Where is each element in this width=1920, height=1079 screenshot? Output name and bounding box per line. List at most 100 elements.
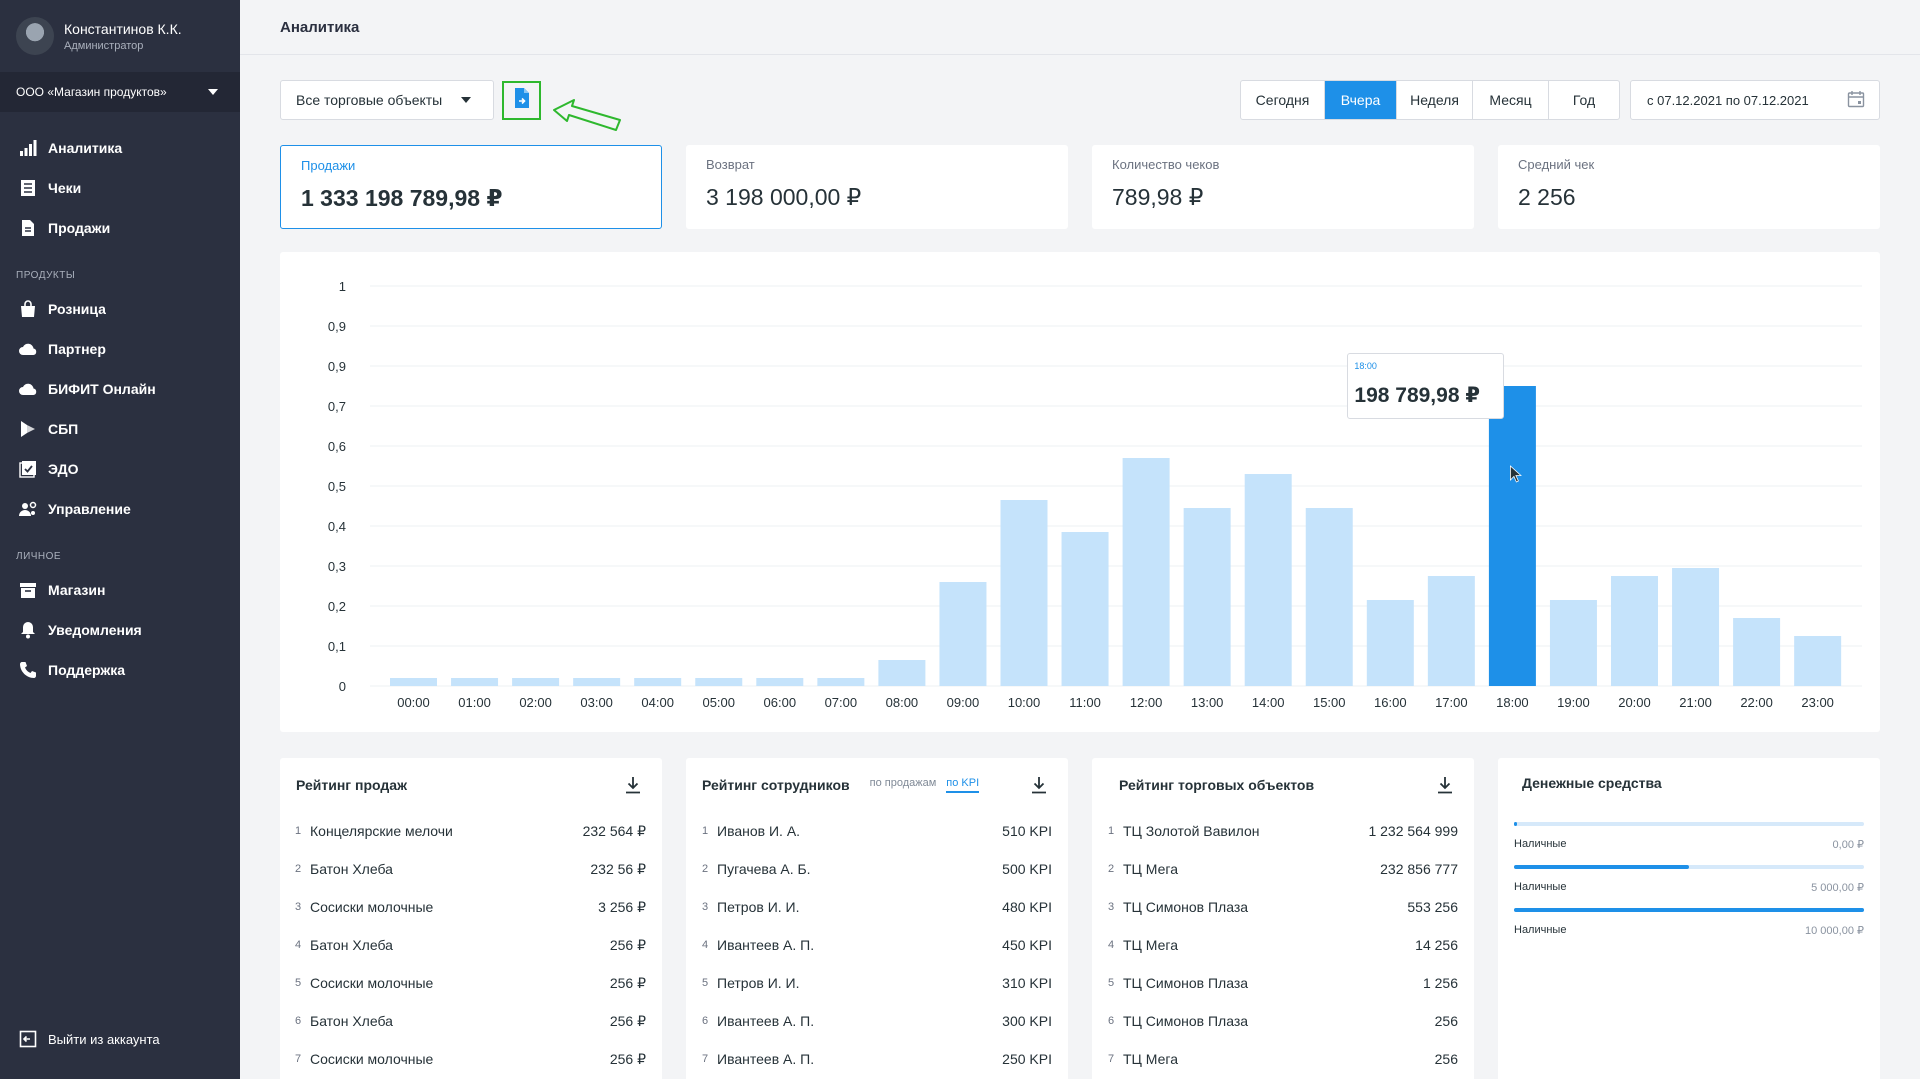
bar-14:00[interactable]	[1244, 474, 1292, 686]
period-button-2[interactable]: Неделя	[1397, 81, 1473, 119]
table-row[interactable]: 4 Батон Хлеба 256 ₽	[280, 926, 662, 964]
logout-button[interactable]: Выйти из аккаунта	[0, 1019, 160, 1059]
chart-tooltip: 18:00 198 789,98 ₽	[1347, 353, 1505, 419]
object-name: ТЦ Мега	[1123, 1051, 1178, 1067]
sales-rank: 4	[295, 939, 302, 951]
bar-13:00[interactable]	[1183, 508, 1231, 686]
sidebar-item-products-0[interactable]: Розница	[0, 289, 240, 329]
staff-name: Петров И. И.	[717, 899, 800, 915]
download-icon[interactable]	[1434, 774, 1456, 796]
table-row[interactable]: 1 Иванов И. А. 510 KPI	[686, 812, 1068, 850]
table-row[interactable]: 3 Петров И. И. 480 KPI	[686, 888, 1068, 926]
bar-22:00[interactable]	[1733, 618, 1781, 686]
table-row[interactable]: 2 Батон Хлеба 232 56 ₽	[280, 850, 662, 888]
bar-04:00[interactable]	[634, 678, 682, 686]
table-row[interactable]: 3 ТЦ Симонов Плаза 553 256	[1092, 888, 1474, 926]
money-progress-bar	[1514, 822, 1864, 826]
download-icon[interactable]	[622, 774, 644, 796]
table-row[interactable]: 2 ТЦ Мега 232 856 777	[1092, 850, 1474, 888]
bar-21:00[interactable]	[1672, 568, 1720, 686]
period-button-1[interactable]: Вчера	[1325, 81, 1397, 119]
bar-06:00[interactable]	[756, 678, 804, 686]
sidebar-item-personal-0[interactable]: Магазин	[0, 570, 240, 610]
period-button-0[interactable]: Сегодня	[1241, 81, 1325, 119]
table-row[interactable]: 6 Батон Хлеба 256 ₽	[280, 1002, 662, 1040]
bar-02:00[interactable]	[512, 678, 560, 686]
period-button-4[interactable]: Год	[1572, 92, 1596, 108]
table-row[interactable]: 5 Петров И. И. 310 KPI	[686, 964, 1068, 1002]
sidebar-item-personal-1[interactable]: Уведомления	[0, 610, 240, 650]
bar-17:00[interactable]	[1427, 576, 1475, 686]
sidebar-item-main-2[interactable]: Продажи	[0, 208, 240, 248]
kpi-card-2[interactable]: Количество чеков 789,98 ₽	[1092, 145, 1474, 229]
sidebar-item-products-4[interactable]: ЭДО	[0, 449, 240, 489]
company-selector[interactable]: ООО «Магазин продуктов»	[0, 72, 240, 112]
bar-05:00[interactable]	[695, 678, 743, 686]
export-button[interactable]	[502, 81, 541, 120]
staff-name: Иванов И. А.	[717, 823, 801, 839]
table-row[interactable]: 4 ТЦ Мега 14 256	[1092, 926, 1474, 964]
sidebar-item-personal-2[interactable]: Поддержка	[0, 650, 240, 690]
sidebar-item-products-3[interactable]: СБП	[0, 409, 240, 449]
bar-03:00[interactable]	[573, 678, 621, 686]
staff-switch-0[interactable]: по продажам	[869, 777, 937, 789]
sales-name: Сосиски молочные	[310, 899, 434, 915]
download-icon[interactable]	[1028, 774, 1050, 796]
bar-10:00[interactable]	[1000, 500, 1048, 686]
x-tick-label: 06:00	[764, 695, 797, 710]
bar-15:00[interactable]	[1305, 508, 1353, 686]
sales-name: Сосиски молочные	[310, 1051, 434, 1067]
table-row[interactable]: 4 Ивантеев А. П. 450 KPI	[686, 926, 1068, 964]
kpi-card-0[interactable]: Продажи 1 333 198 789,98 ₽	[280, 145, 662, 229]
objects-select-value: Все торговые объекты	[296, 92, 443, 108]
sidebar-item-products-1[interactable]: Партнер	[0, 329, 240, 369]
bar-08:00[interactable]	[878, 660, 926, 686]
company-name: ООО «Магазин продуктов»	[16, 85, 167, 99]
table-row[interactable]: 5 Сосиски молочные 256 ₽	[280, 964, 662, 1002]
sidebar-item-label: СБП	[48, 421, 79, 437]
table-row[interactable]: 1 Концелярские мелочи 232 564 ₽	[280, 812, 662, 850]
table-row[interactable]: 7 ТЦ Мега 256	[1092, 1040, 1474, 1078]
y-tick-label: 0,2	[328, 599, 346, 614]
object-value: 256	[1434, 1051, 1458, 1067]
objects-select[interactable]: Все торговые объекты	[280, 80, 494, 120]
sales-rank: 2	[295, 863, 302, 875]
avatar	[16, 17, 54, 55]
table-row[interactable]: 5 ТЦ Симонов Плаза 1 256	[1092, 964, 1474, 1002]
table-row[interactable]: 6 Ивантеев А. П. 300 KPI	[686, 1002, 1068, 1040]
sidebar-item-main-0[interactable]: Аналитика	[0, 128, 240, 168]
edo-icon	[18, 459, 38, 479]
period-button-3[interactable]: Месяц	[1473, 81, 1549, 119]
sales-rating-panel: Рейтинг продаж 1 Концелярские мелочи 232 5…	[280, 758, 662, 1079]
staff-switch-1[interactable]: по KPI	[946, 777, 980, 793]
bar-12:00[interactable]	[1122, 458, 1170, 686]
table-row[interactable]: 7 Ивантеев А. П. 250 KPI	[686, 1040, 1068, 1078]
bar-07:00[interactable]	[817, 678, 865, 686]
bar-09:00[interactable]	[939, 582, 987, 686]
bar-00:00[interactable]	[390, 678, 437, 686]
profile[interactable]: Константинов К.К. Администратор	[0, 0, 240, 72]
sidebar-item-products-2[interactable]: БИФИТ Онлайн	[0, 369, 240, 409]
table-row[interactable]: 2 Пугачева А. Б. 500 KPI	[686, 850, 1068, 888]
kpi-label: Средний чек	[1518, 157, 1595, 172]
table-row[interactable]: 3 Сосиски молочные 3 256 ₽	[280, 888, 662, 926]
sidebar-item-products-5[interactable]: Управление	[0, 489, 240, 529]
table-row[interactable]: 6 ТЦ Симонов Плаза 256	[1092, 1002, 1474, 1040]
bar-19:00[interactable]	[1549, 600, 1597, 686]
sidebar-item-main-1[interactable]: Чеки	[0, 168, 240, 208]
kpi-card-3[interactable]: Средний чек 2 256	[1498, 145, 1880, 229]
sidebar-nav: Аналитика Чеки Продажи ПРОДУКТЫ Розница Пар…	[0, 112, 240, 690]
bar-01:00[interactable]	[451, 678, 499, 686]
bar-16:00[interactable]	[1366, 600, 1414, 686]
bar-18:00[interactable]	[1488, 386, 1536, 686]
sidebar-item-label: ЭДО	[48, 461, 79, 477]
bar-23:00[interactable]	[1794, 636, 1842, 686]
table-row[interactable]: 7 Сосиски молочные 256 ₽	[280, 1040, 662, 1078]
bar-20:00[interactable]	[1611, 576, 1658, 686]
money-row: Наличные 5 000,00 ₽	[1498, 865, 1880, 894]
kpi-card-1[interactable]: Возврат 3 198 000,00 ₽	[686, 145, 1068, 229]
date-range-picker[interactable]: с 07.12.2021 по 07.12.2021	[1630, 80, 1880, 120]
y-tick-label: 0,3	[328, 559, 346, 574]
table-row[interactable]: 1 ТЦ Золотой Вавилон 1 232 564 999	[1092, 812, 1474, 850]
bar-11:00[interactable]	[1061, 532, 1109, 686]
